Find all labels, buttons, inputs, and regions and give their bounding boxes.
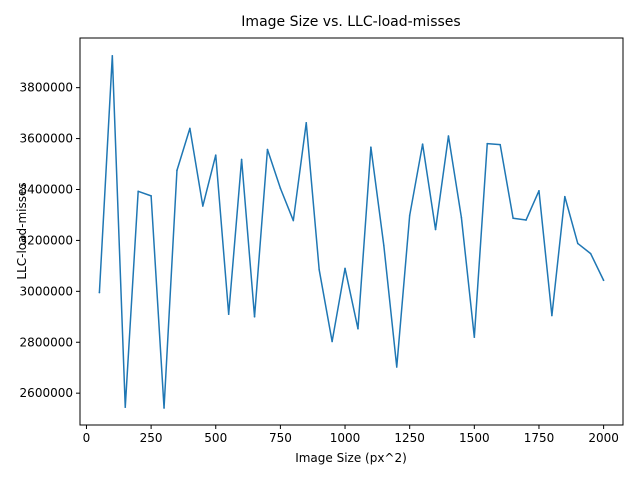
data-point [331, 340, 333, 343]
x-tick-label: 1500 [459, 431, 490, 445]
data-point [486, 142, 489, 145]
x-tick-label: 1750 [524, 431, 555, 445]
data-point [111, 55, 114, 57]
data-point [266, 148, 269, 151]
y-tick-label: 3400000 [20, 182, 73, 196]
data-point [576, 242, 579, 245]
data-point [421, 143, 424, 145]
data-point [137, 190, 139, 193]
data-point [318, 268, 320, 271]
data-point [447, 135, 450, 137]
data-point [344, 267, 346, 270]
data-point [150, 195, 152, 197]
data-point [512, 217, 514, 220]
y-tick-label: 3000000 [20, 284, 73, 298]
data-point [602, 279, 605, 282]
y-tick-label: 3800000 [20, 81, 73, 95]
data-point [292, 219, 295, 222]
data-point [525, 219, 527, 221]
x-axis-label: Image Size (px^2) [295, 451, 407, 465]
x-tick-label: 250 [140, 431, 163, 445]
ticks-layer: 0 250 500 750 1000 1250 1500 1750 2000 2600000 280… [20, 81, 619, 445]
y-axis-label: LLC-load-misses [15, 182, 29, 279]
x-tick-label: 1250 [394, 431, 425, 445]
series-layer [98, 55, 605, 409]
x-tick-label: 1000 [330, 431, 361, 445]
data-point [240, 158, 243, 161]
data-point [202, 205, 204, 207]
data-point [370, 146, 372, 149]
data-point [189, 127, 191, 130]
data-point [227, 313, 230, 316]
x-tick-label: 750 [269, 431, 292, 445]
data-point [124, 406, 127, 408]
data-point [163, 407, 165, 409]
data-point [538, 189, 540, 192]
data-point [383, 244, 385, 247]
y-tick-label: 2600000 [20, 386, 73, 400]
series-line [98, 55, 605, 409]
data-point [551, 314, 553, 317]
data-point [473, 336, 476, 338]
data-point [176, 169, 178, 172]
data-point [589, 252, 592, 255]
data-point [434, 228, 437, 231]
y-tick-label: 3600000 [20, 132, 73, 146]
y-tick-label: 3200000 [20, 233, 73, 247]
data-point [253, 315, 256, 318]
x-tick-label: 2000 [588, 431, 619, 445]
data-point [460, 216, 463, 219]
data-point [499, 143, 501, 146]
x-tick-label: 0 [83, 431, 91, 445]
data-point [305, 121, 308, 124]
data-point [408, 214, 411, 217]
data-point [279, 187, 282, 190]
data-point [564, 195, 566, 198]
plot-frame [79, 37, 624, 426]
data-point [214, 154, 217, 156]
data-point [98, 291, 101, 294]
chart-title: Image Size vs. LLC-load-misses [241, 14, 460, 30]
y-tick-label: 2800000 [20, 335, 73, 349]
data-point [395, 366, 398, 368]
data-point [357, 327, 359, 330]
x-tick-label: 500 [204, 431, 227, 445]
